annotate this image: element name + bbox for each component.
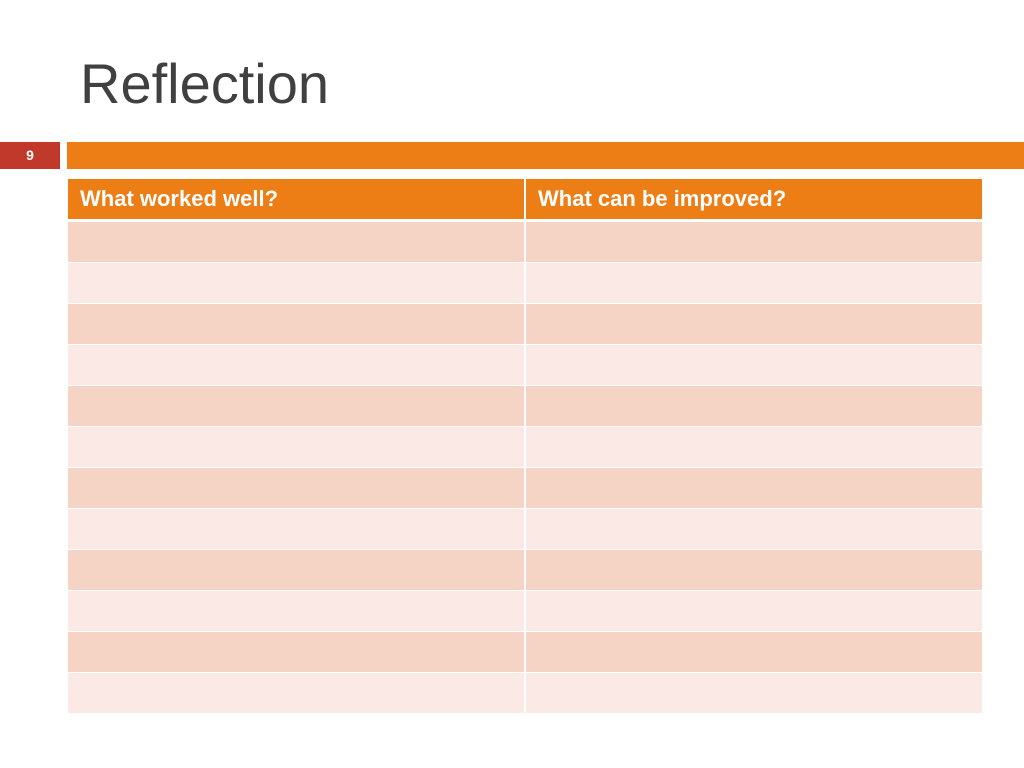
table-cell[interactable] xyxy=(68,508,526,550)
table-cell[interactable] xyxy=(68,467,526,509)
table-row xyxy=(68,385,982,427)
table-cell[interactable] xyxy=(68,672,526,714)
table-cell[interactable] xyxy=(525,672,982,714)
table-cell[interactable] xyxy=(525,590,982,632)
table-cell[interactable] xyxy=(68,344,526,386)
table-cell[interactable] xyxy=(68,220,526,263)
slide-number: 9 xyxy=(0,142,60,169)
table-row xyxy=(68,262,982,304)
table-row xyxy=(68,672,982,714)
table-cell[interactable] xyxy=(525,508,982,550)
table-row xyxy=(68,467,982,509)
table-row xyxy=(68,549,982,591)
table-cell[interactable] xyxy=(525,549,982,591)
table-cell[interactable] xyxy=(68,590,526,632)
table-cell[interactable] xyxy=(68,303,526,345)
table-row xyxy=(68,303,982,345)
table-row xyxy=(68,631,982,673)
table-row xyxy=(68,426,982,468)
header-what-worked-well: What worked well? xyxy=(68,179,526,222)
table-cell[interactable] xyxy=(68,631,526,673)
table-cell[interactable] xyxy=(525,262,982,304)
table-cell[interactable] xyxy=(525,303,982,345)
table-row xyxy=(68,344,982,386)
table-cell[interactable] xyxy=(68,385,526,427)
table-header-row: What worked well? What can be improved? xyxy=(68,179,982,222)
table-row xyxy=(68,508,982,550)
table-row xyxy=(68,590,982,632)
table-row xyxy=(68,220,982,263)
slide-title: Reflection xyxy=(80,52,330,115)
table-cell[interactable] xyxy=(68,426,526,468)
table-cell[interactable] xyxy=(525,426,982,468)
reflection-table: What worked well? What can be improved? xyxy=(68,179,982,714)
accent-bar xyxy=(67,142,1024,169)
table-cell[interactable] xyxy=(525,220,982,263)
table-cell[interactable] xyxy=(525,467,982,509)
table-cell[interactable] xyxy=(525,385,982,427)
header-what-can-be-improved: What can be improved? xyxy=(525,179,982,222)
table-cell[interactable] xyxy=(525,344,982,386)
table-cell[interactable] xyxy=(525,631,982,673)
table-cell[interactable] xyxy=(68,262,526,304)
table-cell[interactable] xyxy=(68,549,526,591)
